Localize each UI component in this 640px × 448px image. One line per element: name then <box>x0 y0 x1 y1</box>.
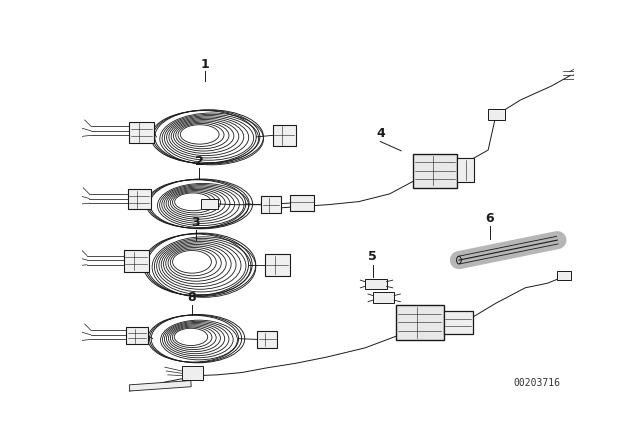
Text: 2: 2 <box>195 155 204 168</box>
Bar <box>413 154 458 188</box>
Bar <box>182 366 204 380</box>
Bar <box>257 331 277 348</box>
Bar <box>458 159 474 181</box>
Text: 7: 7 <box>436 319 445 332</box>
Bar <box>201 198 218 209</box>
Bar <box>289 195 314 211</box>
Bar <box>365 279 387 289</box>
Bar <box>124 250 148 271</box>
Bar <box>396 305 444 340</box>
Bar <box>444 311 473 334</box>
Bar <box>126 327 148 344</box>
Text: 5: 5 <box>368 250 377 263</box>
Text: 00203716: 00203716 <box>513 378 561 388</box>
Bar <box>372 293 394 303</box>
Bar <box>128 189 151 209</box>
Bar <box>265 254 289 276</box>
Bar <box>557 271 572 280</box>
Text: 4: 4 <box>376 127 385 140</box>
Text: 8: 8 <box>188 291 196 304</box>
Text: 6: 6 <box>485 212 494 225</box>
Text: 1: 1 <box>200 58 209 71</box>
Bar <box>261 196 281 213</box>
Text: 3: 3 <box>191 216 200 229</box>
Bar <box>273 125 296 146</box>
Bar <box>488 109 505 120</box>
Bar <box>129 121 154 143</box>
Bar <box>129 380 191 391</box>
